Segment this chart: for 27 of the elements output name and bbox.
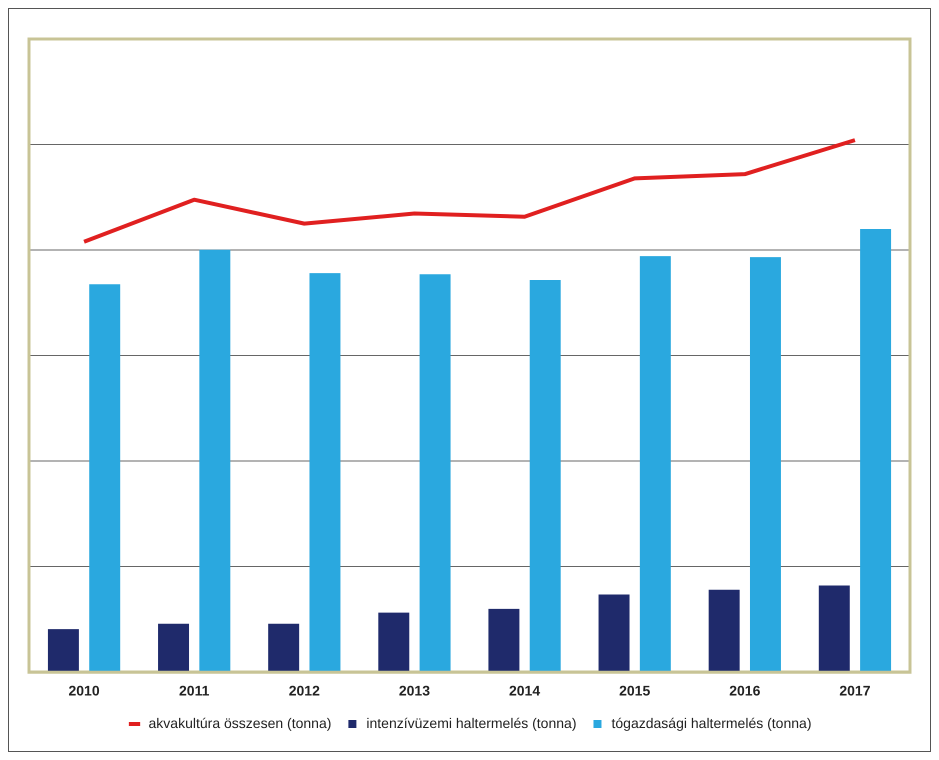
bar — [640, 256, 671, 672]
x-tick-label: 2016 — [729, 682, 761, 698]
legend-label: tógazdasági haltermelés (tonna) — [611, 714, 812, 731]
bar — [199, 250, 230, 672]
x-tick-label: 2011 — [179, 682, 210, 698]
bar — [309, 273, 340, 672]
x-tick-label: 2010 — [68, 682, 100, 698]
bar — [530, 280, 561, 672]
x-tick-label: 2013 — [398, 682, 430, 698]
legend-label: akvakultúra összesen (tonna) — [148, 714, 332, 731]
bar — [488, 608, 520, 672]
bar — [268, 624, 300, 672]
bar — [750, 257, 781, 672]
x-tick-label: 2014 — [508, 682, 540, 698]
bar — [48, 629, 79, 672]
bar — [708, 590, 740, 672]
bar — [598, 594, 630, 672]
bar — [89, 284, 120, 672]
bar — [860, 228, 892, 672]
bar — [158, 624, 190, 672]
legend-label: intenzívüzemi haltermelés (tonna) — [366, 714, 576, 731]
x-tick-label: 2012 — [288, 682, 320, 698]
x-tick-label: 2015 — [619, 682, 650, 698]
bar — [378, 612, 410, 672]
x-tick-label: 2017 — [839, 682, 871, 698]
bar — [818, 585, 850, 672]
bar — [420, 274, 451, 672]
